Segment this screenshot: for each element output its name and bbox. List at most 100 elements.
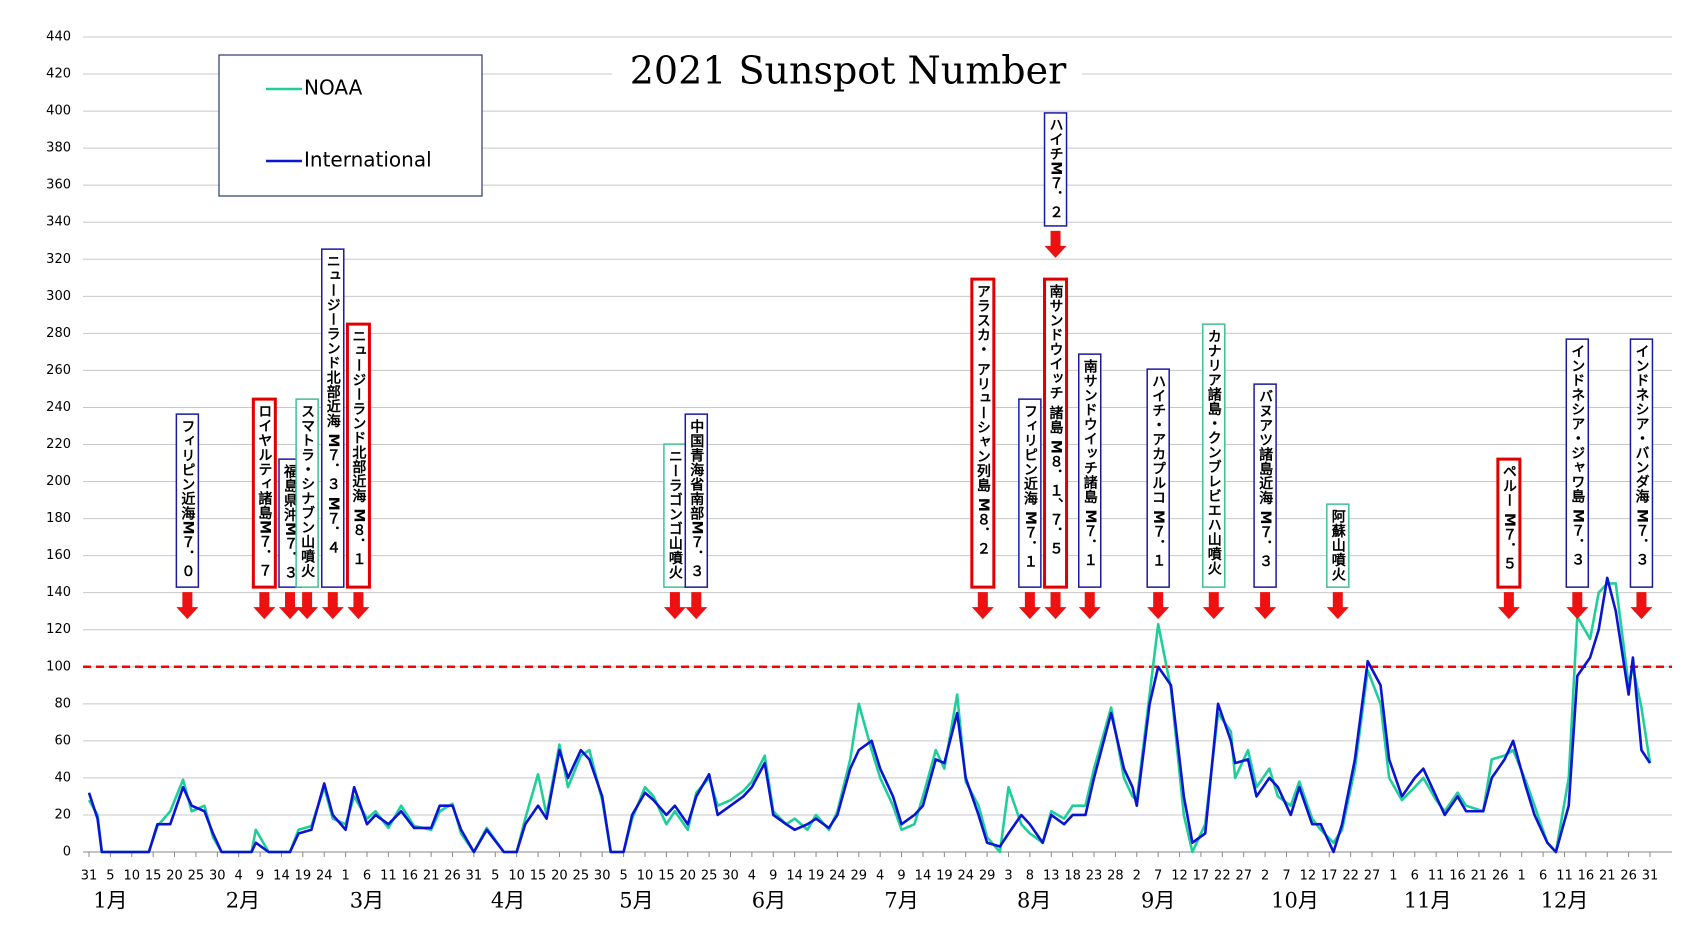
annotation-text: ニュージーランド北部近海 M７．３ M７．４: [325, 254, 341, 555]
x-tick-label: 14: [273, 869, 290, 884]
annotation-text: ハイチM７．２: [1048, 118, 1064, 219]
legend-box: [218, 54, 483, 197]
x-tick-label: 6: [1411, 869, 1419, 884]
month-label: 2月: [226, 889, 260, 913]
annotation-text: 福島県沖M７．３: [282, 463, 299, 580]
month-label: 5月: [619, 889, 653, 913]
y-tick-label: 320: [46, 252, 71, 267]
month-label: 10月: [1271, 889, 1319, 913]
x-tick-label: 24: [829, 869, 846, 884]
x-tick-label: 31: [1642, 869, 1659, 884]
x-tick-label: 20: [166, 869, 183, 884]
annotation-arrow: [971, 592, 994, 620]
annotation-text: 中国青海省南部M７．３: [688, 418, 705, 578]
x-tick-label: 25: [188, 869, 205, 884]
x-tick-label: 20: [551, 869, 568, 884]
annotation-text: スマトラ・シナブン山噴火: [299, 404, 315, 579]
y-tick-label: 0: [63, 845, 71, 860]
annotation-box: [175, 413, 200, 588]
y-tick-label: 160: [46, 548, 71, 563]
annotation-box: [1043, 277, 1069, 589]
series-line: [87, 576, 1652, 854]
legend-label: International: [304, 148, 432, 172]
x-tick-label: 13: [1043, 869, 1060, 884]
y-tick-label: 100: [46, 659, 71, 674]
y-tick-label: 360: [46, 178, 71, 193]
annotation-text: ペルー M７．５: [1501, 464, 1517, 571]
y-tick-label: 220: [46, 437, 71, 452]
y-tick-label: 380: [46, 141, 71, 156]
x-tick-label: 27: [1364, 869, 1381, 884]
annotation-arrow: [347, 592, 370, 620]
y-tick-label: 40: [54, 770, 71, 785]
annotation-text: フィリピン近海M７．０: [179, 419, 195, 578]
annotation-text: 南サンドウイッチ 諸島 M８．１、７．５: [1048, 283, 1064, 555]
annotation-box: [1253, 383, 1277, 588]
y-tick-label: 60: [54, 733, 71, 748]
x-tick-label: 19: [295, 869, 312, 884]
x-tick-label: 9: [256, 869, 264, 884]
month-label: 9月: [1141, 889, 1175, 913]
x-tick-label: 14: [786, 869, 803, 884]
x-tick-label: 11: [380, 869, 397, 884]
x-tick-label: 3: [1004, 869, 1012, 884]
annotation-arrow: [1566, 592, 1589, 620]
x-tick-label: 6: [363, 869, 371, 884]
annotation-arrow: [1326, 592, 1349, 620]
annotation-arrow: [1497, 592, 1520, 620]
annotation-box: [251, 397, 277, 589]
y-tick-label: 80: [54, 696, 71, 711]
x-tick-label: 25: [701, 869, 718, 884]
annotation-arrow: [1078, 592, 1101, 620]
x-tick-label: 16: [401, 869, 418, 884]
y-tick-label: 440: [46, 30, 71, 45]
annotation-box: [1146, 368, 1170, 588]
x-tick-label: 1: [341, 869, 349, 884]
annotation-text: ロイヤルティ諸島M７．７: [256, 404, 272, 578]
x-tick-label: 22: [1342, 869, 1359, 884]
y-tick-label: 200: [46, 474, 71, 489]
y-tick-label: 400: [46, 104, 71, 119]
x-tick-label: 31: [466, 869, 483, 884]
x-tick-label: 9: [769, 869, 777, 884]
lines: [87, 576, 1652, 854]
y-tick-label: 240: [46, 400, 71, 415]
month-label: 3月: [350, 889, 384, 913]
annotation-arrow: [176, 592, 199, 620]
x-tick-label: 2: [1133, 869, 1141, 884]
annotation-text: ニーラゴンゴ山噴火: [667, 449, 683, 580]
annotation-text: アラスカ・ アリューシャン列島 M８．２: [975, 284, 991, 556]
x-tick-label: 15: [658, 869, 675, 884]
x-tick-label: 9: [897, 869, 905, 884]
x-tick-label: 7: [1282, 869, 1290, 884]
x-tick-label: 11: [1428, 869, 1445, 884]
annotation-text: カナリア諸島・クンブレビエハ山噴火: [1206, 329, 1222, 576]
x-tick-label: 8: [1026, 869, 1034, 884]
annotation-arrow: [279, 592, 302, 620]
x-tick-label: 30: [594, 869, 611, 884]
month-label: 11月: [1404, 889, 1452, 913]
x-tick-label: 4: [876, 869, 884, 884]
month-label: 8月: [1017, 889, 1051, 913]
x-tick-label: 1: [1518, 869, 1526, 884]
x-tick-label: 22: [1214, 869, 1231, 884]
title-bg: [612, 50, 1082, 98]
x-tick-label: 5: [619, 869, 627, 884]
month-label: 6月: [752, 889, 786, 913]
y-tick-label: 260: [46, 363, 71, 378]
annotation-text: バヌアツ諸島近海 M７．３: [1257, 389, 1273, 568]
annotation-arrow: [685, 592, 708, 620]
x-tick-label: 21: [423, 869, 440, 884]
x-tick-label: 12: [1171, 869, 1188, 884]
x-tick-label: 10: [637, 869, 654, 884]
x-tick-label: 29: [851, 869, 868, 884]
x-tick-label: 31: [81, 869, 98, 884]
annotations: フィリピン近海M７．０ ロイヤルティ諸島M７．７ 福島県沖M７．３ スマトラ・シナブン…: [175, 112, 1654, 620]
annotation-box: [321, 248, 345, 588]
legend-label: NOAA: [304, 76, 363, 100]
y-tick-label: 20: [54, 807, 71, 822]
x-tick-label: 4: [748, 869, 756, 884]
x-tick-label: 24: [957, 869, 974, 884]
x-tick-label: 1: [1389, 869, 1397, 884]
annotation-arrow: [1202, 592, 1225, 620]
